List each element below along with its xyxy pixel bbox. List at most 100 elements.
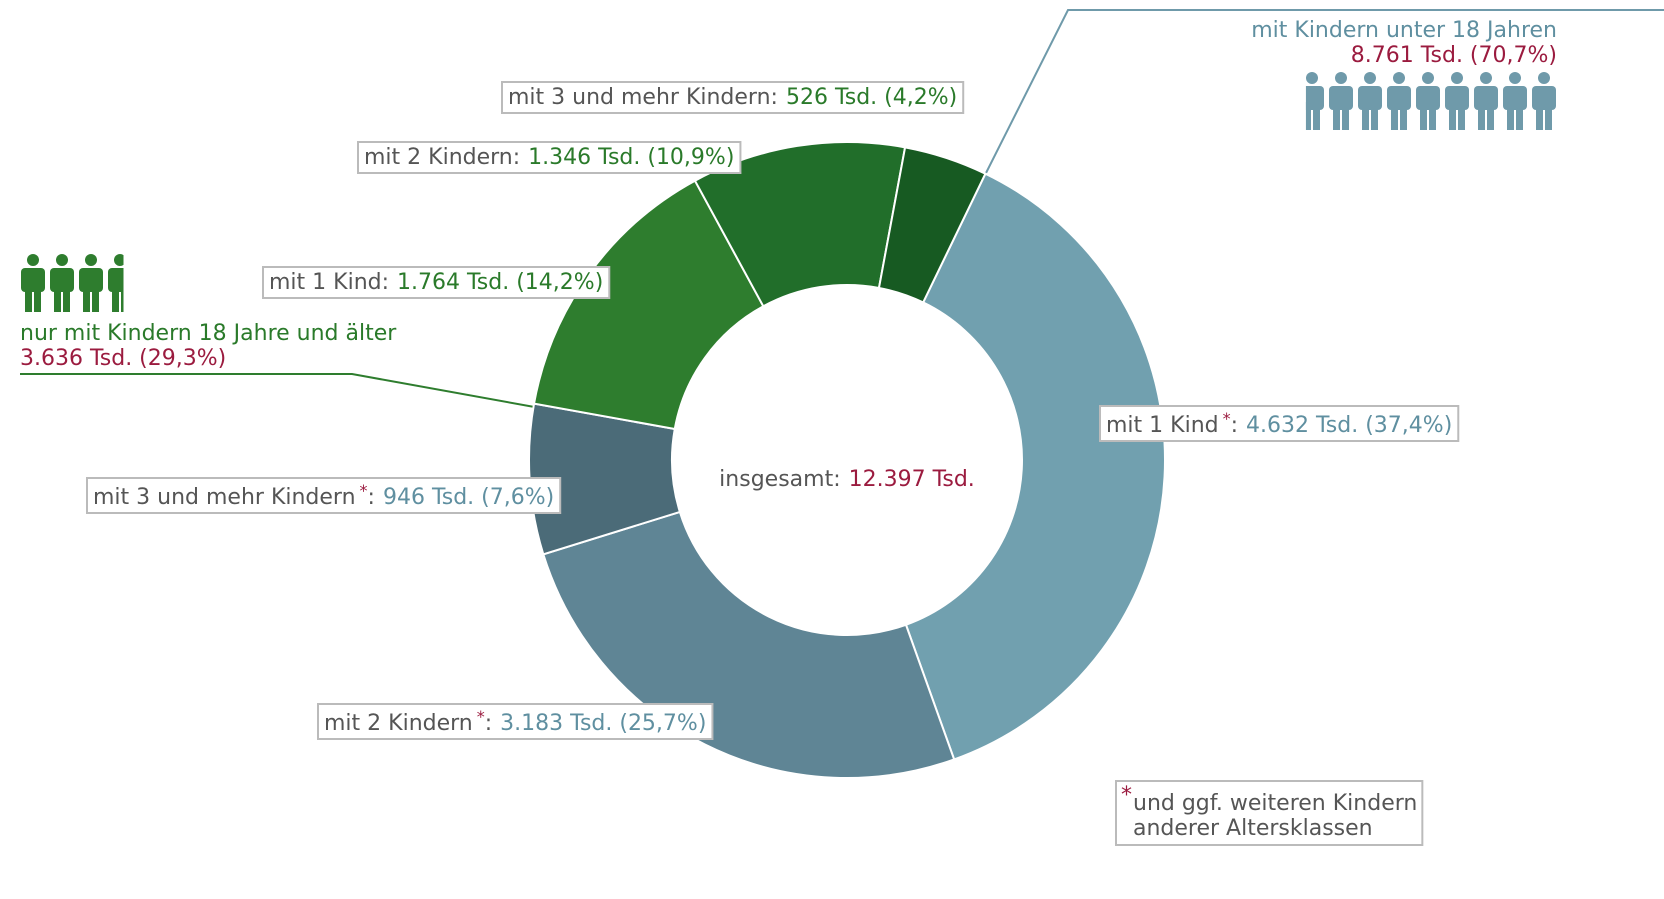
icon-leg: [112, 284, 119, 312]
center-label: insgesamt: 12.397 Tsd.: [719, 467, 975, 492]
icon-head: [1451, 72, 1463, 84]
footnote-line: anderer Altersklassen: [1133, 816, 1373, 841]
icon-leg: [1516, 102, 1523, 130]
group-name: nur mit Kindern 18 Jahre und älter: [20, 321, 397, 346]
group-value: 8.761 Tsd. (70,7%): [1351, 43, 1557, 68]
icon-head: [1393, 72, 1405, 84]
separator: :: [513, 145, 520, 170]
icon-head: [1306, 72, 1318, 84]
person-icon: [1532, 72, 1556, 130]
separator: :: [485, 711, 492, 736]
separator: :: [771, 85, 778, 110]
slice-label: mit 2 Kindern: 1.346 Tsd. (10,9%): [364, 145, 734, 170]
icon-body: [50, 268, 74, 292]
donut-slice: [877, 146, 987, 304]
person-icon: [1445, 72, 1469, 130]
footnote-marker: *: [1121, 783, 1132, 808]
label-box: [262, 266, 611, 299]
category-label: mit 2 Kindern: [364, 145, 513, 170]
center-text: insgesamt:: [719, 467, 840, 492]
leader-line: [20, 373, 541, 409]
category-label: mit 1 Kind: [269, 270, 382, 295]
category-label: mit 1 Kind: [1106, 413, 1219, 438]
slice-label: mit 2 Kindern *: 3.183 Tsd. (25,7%): [324, 707, 706, 736]
label-box: [501, 81, 965, 114]
icon-leg: [34, 284, 41, 312]
value-label: 526 Tsd. (4,2%): [786, 85, 957, 110]
value-label: 1.346 Tsd. (10,9%): [528, 145, 734, 170]
icon-head: [1422, 72, 1434, 84]
footnote-marker: *: [360, 481, 368, 500]
separator: :: [1231, 413, 1238, 438]
donut-slice: [542, 510, 956, 779]
donut-slice: [532, 179, 765, 431]
icon-body: [1503, 86, 1527, 110]
footnote-marker: *: [477, 707, 485, 726]
person-icon: [108, 254, 124, 312]
icon-body: [108, 268, 124, 292]
icon-leg: [1342, 102, 1349, 130]
person-icon: [1358, 72, 1382, 130]
icon-leg: [1371, 102, 1378, 130]
icon-leg: [25, 284, 32, 312]
icon-body: [21, 268, 45, 292]
icon-body: [1532, 86, 1556, 110]
person-icon: [1329, 72, 1353, 130]
slice-label: mit 1 Kind *: 4.632 Tsd. (37,4%): [1106, 409, 1452, 438]
person-icon: [1416, 72, 1440, 130]
icon-leg: [121, 284, 124, 312]
icon-body: [1474, 86, 1498, 110]
icon-head: [1480, 72, 1492, 84]
icon-body: [1358, 86, 1382, 110]
person-icon: [1305, 72, 1324, 130]
value-label: 4.632 Tsd. (37,4%): [1246, 413, 1452, 438]
icon-head: [85, 254, 97, 266]
icon-head: [56, 254, 68, 266]
category-label: mit 3 und mehr Kindern: [508, 85, 771, 110]
donut-slice: [904, 172, 1166, 761]
separator: :: [368, 485, 375, 510]
category-label: mit 2 Kindern: [324, 711, 473, 736]
leader-line: [984, 9, 1664, 176]
slice-label: mit 3 und mehr Kindern: 526 Tsd. (4,2%): [508, 85, 957, 110]
icon-body: [1305, 86, 1324, 110]
icon-body: [1445, 86, 1469, 110]
icon-leg: [1487, 102, 1494, 130]
footnote-line: und ggf. weiteren Kindern: [1133, 791, 1417, 816]
label-box: [1099, 405, 1460, 442]
icon-leg: [1507, 102, 1514, 130]
icon-leg: [1478, 102, 1485, 130]
icon-leg: [1429, 102, 1436, 130]
person-icon: [1503, 72, 1527, 130]
icon-leg: [1305, 102, 1311, 130]
icon-head: [114, 254, 124, 266]
person-icon: [21, 254, 45, 312]
group-value: 3.636 Tsd. (29,3%): [20, 346, 226, 371]
person-icon: [50, 254, 74, 312]
icon-leg: [83, 284, 90, 312]
icon-leg: [1400, 102, 1407, 130]
person-icon: [1474, 72, 1498, 130]
icon-leg: [1545, 102, 1552, 130]
label-box: [357, 141, 742, 174]
group-name: mit Kindern unter 18 Jahren: [1251, 18, 1557, 43]
label-box: [86, 477, 562, 514]
icon-body: [1416, 86, 1440, 110]
center-value: 12.397 Tsd.: [849, 467, 975, 492]
icon-head: [1509, 72, 1521, 84]
icon-body: [1329, 86, 1353, 110]
icon-head: [1364, 72, 1376, 84]
value-label: 3.183 Tsd. (25,7%): [500, 711, 706, 736]
label-box: [317, 703, 714, 740]
slice-label: mit 3 und mehr Kindern *: 946 Tsd. (7,6%): [93, 481, 554, 510]
value-label: 1.764 Tsd. (14,2%): [397, 270, 603, 295]
icon-leg: [1449, 102, 1456, 130]
icon-head: [1335, 72, 1347, 84]
icon-leg: [1458, 102, 1465, 130]
person-icon: [79, 254, 103, 312]
footnote-marker: *: [1223, 409, 1231, 428]
footnote-box: [1115, 780, 1424, 846]
person-icon: [1387, 72, 1411, 130]
